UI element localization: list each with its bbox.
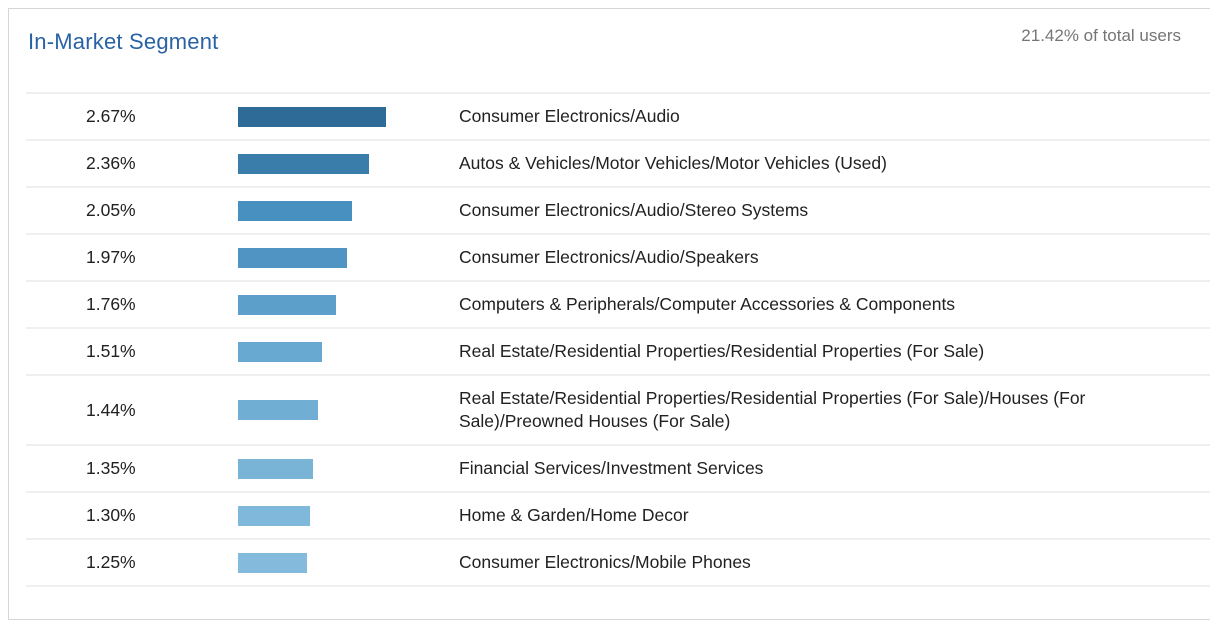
segment-row: 1.35% Financial Services/Investment Serv…: [26, 446, 1210, 493]
segment-percent: 2.05%: [86, 200, 136, 220]
segment-bar-track: [238, 400, 386, 420]
segment-label: Consumer Electronics/Audio/Stereo System…: [459, 200, 809, 220]
segment-bar-track: [238, 341, 386, 362]
segment-row: 1.51% Real Estate/Residential Properties…: [26, 329, 1210, 376]
segment-bar-track: [238, 247, 386, 268]
segment-percent: 1.76%: [86, 294, 136, 314]
segment-row: 2.05% Consumer Electronics/Audio/Stereo …: [26, 188, 1210, 235]
segment-bar-track: [238, 294, 386, 315]
segment-label: Computers & Peripherals/Computer Accesso…: [459, 294, 956, 314]
segment-row: 1.44% Real Estate/Residential Properties…: [26, 376, 1210, 446]
segment-bar-track: [238, 458, 386, 479]
segment-row: 1.76% Computers & Peripherals/Computer A…: [26, 282, 1210, 329]
segment-percent: 1.97%: [86, 247, 136, 267]
segment-label: Home & Garden/Home Decor: [459, 505, 689, 525]
segment-percent: 2.67%: [86, 106, 136, 126]
segment-row: 1.97% Consumer Electronics/Audio/Speaker…: [26, 235, 1210, 282]
segment-bar: [238, 153, 369, 174]
widget-title: In-Market Segment: [28, 29, 219, 54]
segment-row: 1.30% Home & Garden/Home Decor: [26, 493, 1210, 540]
segment-bar-track: [238, 153, 386, 174]
segment-bar: [238, 294, 336, 315]
segment-percent: 1.44%: [86, 399, 136, 420]
segment-percent: 1.35%: [86, 458, 136, 478]
segment-bar: [238, 505, 311, 526]
segment-label: Consumer Electronics/Mobile Phones: [459, 552, 751, 572]
segment-bar: [238, 247, 348, 268]
segment-row: 2.67% Consumer Electronics/Audio: [26, 94, 1210, 141]
segment-label: Financial Services/Investment Services: [459, 458, 764, 478]
segment-bar: [238, 341, 322, 362]
in-market-segment-card: In-Market Segment 21.42% of total users …: [8, 8, 1210, 620]
segment-label: Autos & Vehicles/Motor Vehicles/Motor Ve…: [459, 153, 887, 173]
segment-bar: [238, 458, 313, 479]
total-users-percentage: 21.42% of total users: [1021, 26, 1181, 45]
segment-table: 2.67% Consumer Electronics/Audio 2.36% A…: [26, 92, 1210, 587]
segment-percent: 1.51%: [86, 341, 136, 361]
segment-label: Consumer Electronics/Audio/Speakers: [459, 247, 759, 267]
segment-bar-track: [238, 106, 386, 127]
segment-label: Real Estate/Residential Properties/Resid…: [459, 341, 985, 361]
segment-bar-track: [238, 200, 386, 221]
segment-percent: 1.30%: [86, 505, 136, 525]
segment-row: 1.25% Consumer Electronics/Mobile Phones: [26, 540, 1210, 587]
segment-bar-track: [238, 505, 386, 526]
segment-row: 2.36% Autos & Vehicles/Motor Vehicles/Mo…: [26, 141, 1210, 188]
segment-percent: 1.25%: [86, 552, 136, 572]
segment-bar: [238, 552, 308, 573]
segment-label: Consumer Electronics/Audio: [459, 106, 680, 126]
segment-bar-track: [238, 552, 386, 573]
segment-bar: [238, 400, 318, 420]
segment-bar: [238, 200, 352, 221]
segment-percent: 2.36%: [86, 153, 136, 173]
segment-bar: [238, 106, 386, 127]
segment-label: Real Estate/Residential Properties/Resid…: [459, 388, 1086, 431]
